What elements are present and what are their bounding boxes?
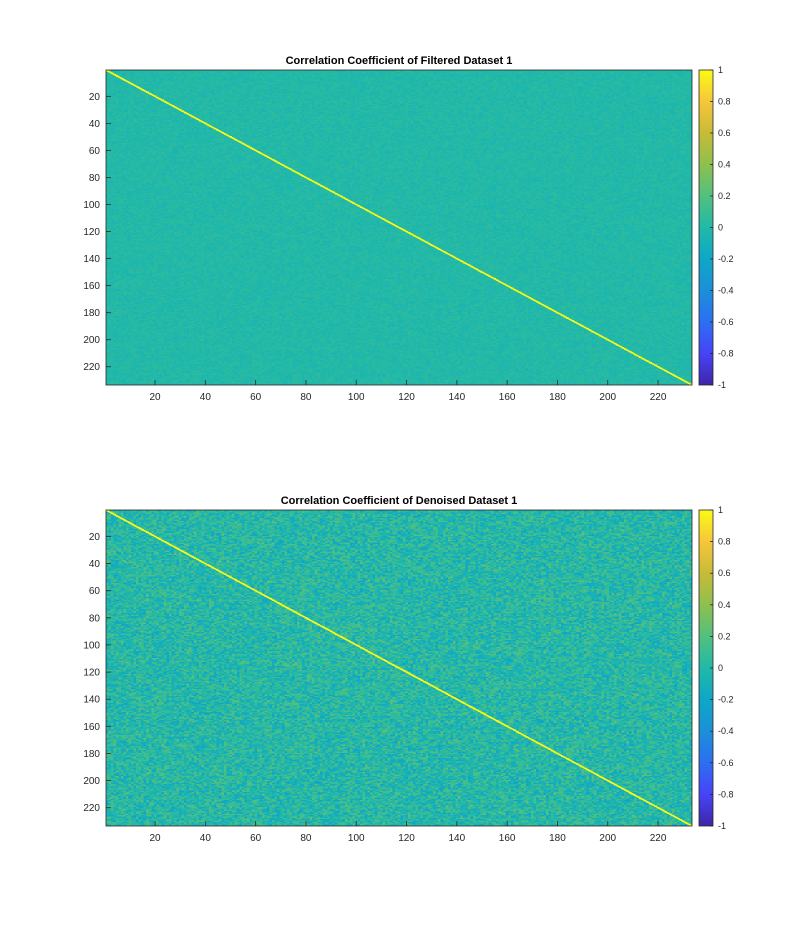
- x-tick-label: 80: [300, 833, 312, 844]
- colorbar-tick-label: -0.2: [718, 254, 734, 264]
- colorbar-tick-label: 0.2: [718, 631, 731, 641]
- chart-title: Correlation Coefficient of Filtered Data…: [286, 55, 513, 67]
- x-tick-label: 220: [650, 833, 667, 844]
- colorbar-tick-label: 0.6: [718, 128, 731, 138]
- y-tick-label: 200: [83, 776, 100, 787]
- y-tick-label: 20: [89, 532, 101, 543]
- y-tick-label: 120: [83, 668, 100, 679]
- x-tick-label: 180: [549, 833, 566, 844]
- colorbar-tick-label: -0.2: [718, 695, 734, 705]
- y-tick-label: 60: [89, 586, 101, 597]
- x-tick-label: 160: [499, 833, 516, 844]
- colorbar-tick-label: 0.4: [718, 600, 731, 610]
- colorbar-tick-label: 0.8: [718, 97, 731, 107]
- plot-frame: [105, 69, 693, 386]
- x-tick-label: 140: [449, 833, 466, 844]
- colorbar-tick-label: 1: [718, 505, 723, 515]
- y-tick-label: 100: [83, 200, 100, 211]
- colorbar-tick-label: -0.8: [718, 349, 734, 359]
- y-tick-label: 220: [83, 362, 100, 373]
- y-tick-label: 160: [83, 722, 100, 733]
- x-tick-label: 120: [398, 392, 415, 403]
- colorbar-tick-label: -0.4: [718, 286, 734, 296]
- colorbar-tick-label: 0.2: [718, 191, 731, 201]
- x-tick-label: 100: [348, 833, 365, 844]
- y-tick-label: 20: [89, 92, 101, 103]
- colorbar-tick-label: -0.6: [718, 317, 734, 327]
- y-tick-label: 200: [83, 335, 100, 346]
- x-tick-label: 60: [250, 833, 262, 844]
- colorbar-tick-label: 0.6: [718, 568, 731, 578]
- y-tick-label: 180: [83, 308, 100, 319]
- colorbar-tick-label: -0.6: [718, 758, 734, 768]
- y-tick-label: 160: [83, 281, 100, 292]
- x-tick-label: 100: [348, 392, 365, 403]
- colorbar-tick-label: 0.8: [718, 537, 731, 547]
- y-tick-label: 40: [89, 559, 101, 570]
- x-tick-label: 220: [650, 392, 667, 403]
- x-tick-label: 40: [200, 392, 212, 403]
- x-tick-label: 200: [599, 833, 616, 844]
- colorbar-tick-label: -1: [718, 821, 726, 831]
- x-tick-label: 80: [300, 392, 312, 403]
- plot-frame: [105, 509, 693, 827]
- chart-title: Correlation Coefficient of Denoised Data…: [281, 495, 518, 507]
- x-tick-label: 200: [599, 392, 616, 403]
- diagonal-line: [105, 509, 693, 827]
- y-tick-label: 140: [83, 695, 100, 706]
- x-tick-label: 20: [149, 392, 161, 403]
- y-tick-label: 80: [89, 613, 101, 624]
- x-tick-label: 60: [250, 392, 262, 403]
- y-tick-label: 140: [83, 254, 100, 265]
- y-tick-label: 180: [83, 749, 100, 760]
- colorbar-tick-label: -1: [718, 380, 726, 390]
- y-tick-label: 120: [83, 227, 100, 238]
- x-tick-label: 180: [549, 392, 566, 403]
- heatmap-filtered: Correlation Coefficient of Filtered Data…: [83, 55, 733, 403]
- heatmap-denoised: Correlation Coefficient of Denoised Data…: [83, 495, 733, 844]
- x-tick-label: 120: [398, 833, 415, 844]
- colorbar-tick-label: 0.4: [718, 160, 731, 170]
- x-tick-label: 160: [499, 392, 516, 403]
- colorbar-tick-label: 0: [718, 223, 723, 233]
- y-tick-label: 220: [83, 803, 100, 814]
- colorbar-tick-label: -0.8: [718, 789, 734, 799]
- y-tick-label: 100: [83, 640, 100, 651]
- colorbar-tick-label: -0.4: [718, 726, 734, 736]
- x-tick-label: 140: [449, 392, 466, 403]
- y-tick-label: 60: [89, 146, 101, 157]
- y-tick-label: 40: [89, 119, 101, 130]
- colorbar-tick-label: 0: [718, 663, 723, 673]
- x-tick-label: 20: [149, 833, 161, 844]
- diagonal-line: [105, 69, 693, 386]
- y-tick-label: 80: [89, 173, 101, 184]
- colorbar-tick-label: 1: [718, 65, 723, 75]
- x-tick-label: 40: [200, 833, 212, 844]
